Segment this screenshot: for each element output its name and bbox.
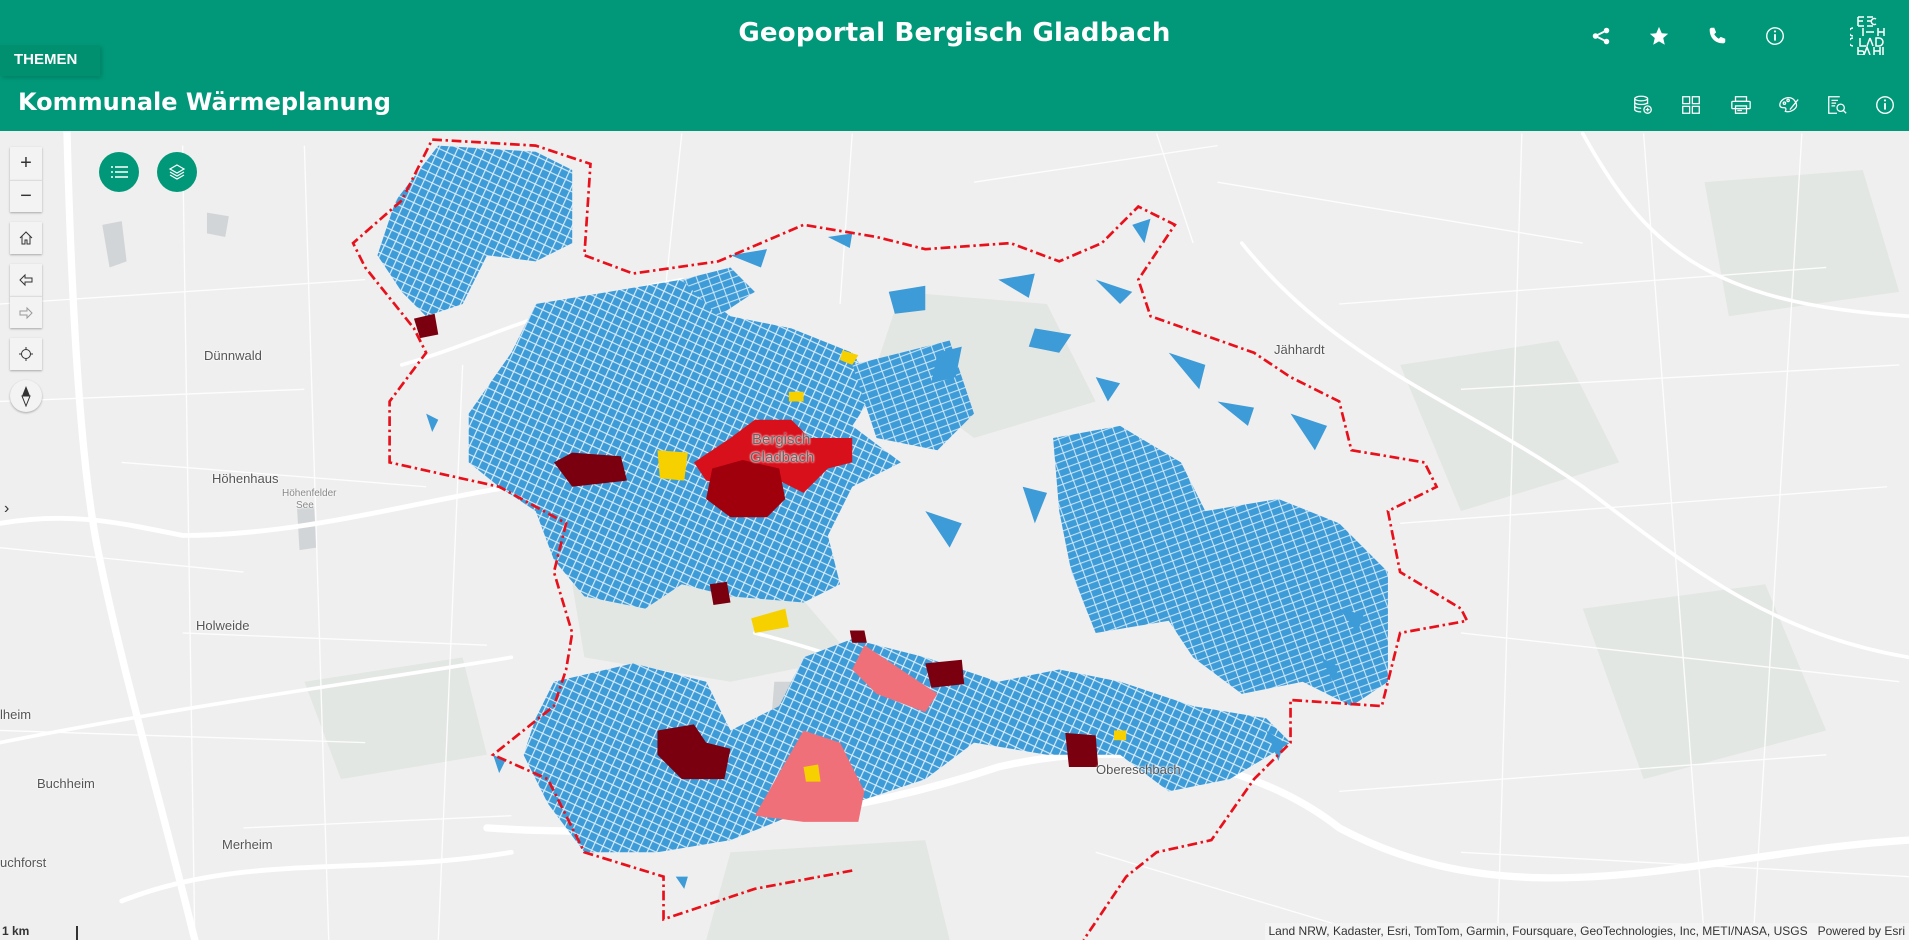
- app-header: Geoportal Bergisch Gladbach THEMEN Kommu…: [0, 0, 1909, 131]
- themen-button[interactable]: THEMEN: [0, 45, 100, 76]
- zoom-in-button[interactable]: +: [10, 147, 42, 180]
- info-icon[interactable]: [1760, 21, 1790, 51]
- app-title: Geoportal Bergisch Gladbach: [738, 18, 1171, 48]
- minus-icon: −: [20, 185, 32, 207]
- previous-extent-button[interactable]: [10, 264, 42, 296]
- place-label-buchheim: Buchheim: [37, 776, 95, 791]
- city-logo: [1848, 15, 1890, 56]
- layers-button[interactable]: [157, 152, 197, 192]
- page-title: Kommunale Wärmeplanung: [18, 88, 391, 116]
- star-icon[interactable]: [1644, 21, 1674, 51]
- info-icon[interactable]: [1870, 90, 1900, 120]
- compass-icon: [21, 386, 31, 407]
- place-label-gladbach: Gladbach: [750, 449, 815, 466]
- print-icon[interactable]: [1726, 90, 1756, 120]
- phone-icon[interactable]: [1702, 21, 1732, 51]
- next-extent-button[interactable]: [10, 296, 42, 328]
- place-label-see: See: [296, 500, 314, 511]
- attribution-text: Land NRW, Kadaster, Esri, TomTom, Garmin…: [1268, 924, 1808, 938]
- place-label-bergisch: Bergisch: [752, 431, 811, 448]
- layers-icon: [168, 164, 186, 180]
- map-view[interactable]: Dünnwald Höhenhaus Höhenfelder See Holwe…: [0, 131, 1909, 940]
- place-label-obereschbach: Obereschbach: [1096, 762, 1181, 777]
- arrow-right-icon: [19, 306, 33, 319]
- scale-label: 1 km: [2, 924, 30, 938]
- place-label-buchforst: uchforst: [0, 855, 47, 870]
- plus-icon: +: [20, 152, 32, 174]
- place-label-hoehenhaus: Höhenhaus: [212, 471, 279, 486]
- place-label-duennwald: Dünnwald: [204, 348, 262, 363]
- share-icon[interactable]: [1586, 21, 1616, 51]
- municipal-boundary: [351, 138, 1470, 940]
- place-label-holweide: Holweide: [196, 618, 250, 633]
- locate-button[interactable]: [10, 338, 42, 370]
- legend-list-icon: [111, 166, 128, 178]
- query-icon[interactable]: [1822, 90, 1852, 120]
- powered-by-esri[interactable]: Powered by Esri: [1817, 924, 1905, 938]
- place-label-merheim: Merheim: [222, 837, 273, 852]
- add-data-icon[interactable]: [1628, 90, 1658, 120]
- locate-icon: [19, 347, 33, 361]
- attribution[interactable]: Land NRW, Kadaster, Esri, TomTom, Garmin…: [1264, 923, 1909, 940]
- heat-demand-yellow-areas: [657, 350, 1127, 782]
- place-label-jaehhardt: Jähhardt: [1274, 342, 1325, 357]
- zoom-out-button[interactable]: −: [10, 180, 42, 212]
- place-label-hoehenfelder: Höhenfelder: [282, 488, 337, 499]
- home-icon: [19, 231, 33, 245]
- map-canvas: [0, 131, 1909, 940]
- arrow-left-icon: [19, 273, 33, 287]
- place-label-muelheim: lheim: [0, 707, 32, 722]
- style-icon[interactable]: [1774, 90, 1804, 120]
- basemap-gallery-icon[interactable]: [1676, 90, 1706, 120]
- legend-button[interactable]: [99, 152, 139, 192]
- compass-button[interactable]: [10, 380, 42, 412]
- heat-demand-red-areas: [413, 313, 1099, 822]
- expand-panel-chevron-icon[interactable]: ›: [4, 500, 10, 517]
- scale-bar: [76, 926, 78, 940]
- home-button[interactable]: [10, 222, 42, 254]
